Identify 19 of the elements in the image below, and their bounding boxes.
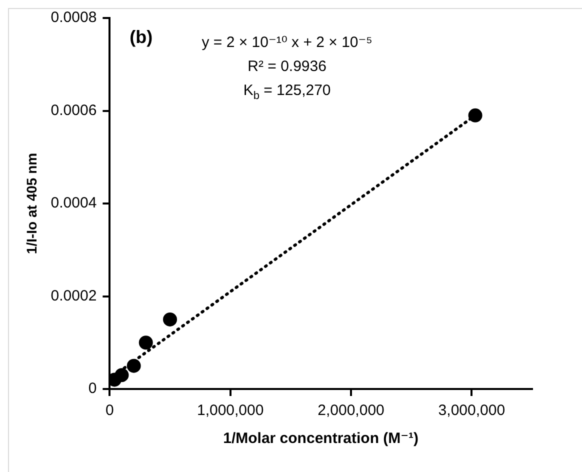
annotation: (b) (130, 27, 153, 47)
x-tick-label: 2,000,000 (318, 402, 384, 420)
point (138, 336, 153, 350)
annotation: R² = 0.9936 (248, 58, 326, 75)
x-tick-label: 0 (106, 402, 114, 420)
point (468, 108, 482, 122)
y-tick-label: 0.0004 (50, 194, 97, 212)
y-tick-label: 0 (88, 380, 97, 398)
y-tick-label: 0.0006 (50, 102, 97, 119)
x-tick-label: 3,000,000 (438, 402, 506, 420)
x-tick-label: 1,000,000 (196, 402, 264, 420)
annotation: y = 2 × 10⁻¹⁰ x + 2 × 10⁻⁵ (202, 34, 372, 51)
y-axis-title: 1/I-Io at 405 nm (23, 152, 40, 254)
y-tick-label: 0.0002 (50, 287, 97, 304)
y-tick-label: 0.0008 (50, 9, 97, 26)
point (126, 358, 141, 373)
x-axis-title: 1/Molar concentration (M⁻¹) (223, 430, 419, 448)
point (114, 368, 129, 382)
point (163, 312, 178, 326)
